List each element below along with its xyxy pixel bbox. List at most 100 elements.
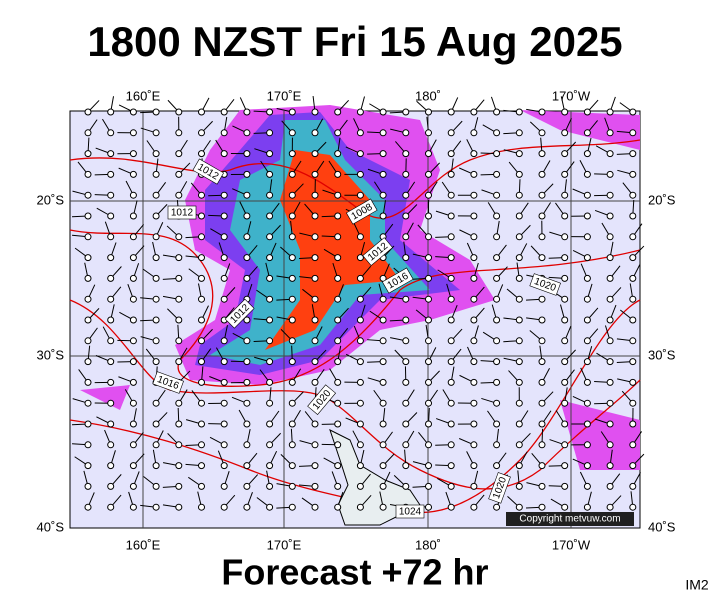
station [288, 358, 296, 366]
station [334, 108, 342, 116]
station [629, 441, 637, 449]
station [175, 170, 183, 178]
station [425, 274, 432, 282]
station [561, 295, 569, 303]
station [334, 274, 342, 282]
station [606, 420, 614, 428]
station [198, 462, 205, 470]
station [129, 482, 137, 490]
station [334, 295, 342, 303]
station [107, 420, 115, 428]
station [288, 482, 296, 490]
station [334, 337, 342, 345]
station [243, 462, 251, 470]
isobar-label-box [381, 267, 414, 294]
station [606, 233, 614, 241]
station [629, 212, 637, 220]
station [107, 482, 115, 490]
station [629, 420, 637, 428]
station [629, 503, 637, 511]
station [243, 420, 251, 428]
station [198, 295, 205, 303]
station [175, 150, 183, 158]
station [493, 358, 501, 366]
station [107, 462, 115, 470]
station [583, 482, 591, 490]
station [243, 503, 251, 511]
station [129, 399, 137, 407]
station [538, 399, 546, 407]
isobar-label-box [345, 198, 378, 225]
station [243, 108, 251, 116]
station [334, 462, 342, 470]
station [561, 337, 569, 345]
lat-label: 30˚S [648, 347, 676, 362]
station [220, 399, 228, 407]
station [220, 420, 228, 428]
station [220, 337, 228, 345]
station [152, 420, 160, 428]
station [583, 316, 591, 324]
station [84, 233, 92, 241]
station [198, 274, 205, 282]
station [583, 212, 591, 220]
station [561, 358, 569, 366]
station [243, 129, 251, 137]
station [266, 482, 274, 490]
station [266, 337, 274, 345]
station [425, 337, 432, 345]
station [447, 191, 455, 199]
station [84, 274, 92, 282]
station [447, 233, 455, 241]
station [425, 295, 432, 303]
station [493, 191, 501, 199]
station [129, 150, 137, 158]
station [84, 420, 92, 428]
station [288, 316, 296, 324]
station [84, 399, 92, 407]
station [470, 233, 478, 241]
station [606, 378, 614, 386]
station [266, 378, 274, 386]
station [402, 129, 410, 137]
station [311, 503, 319, 511]
station [288, 170, 296, 178]
station [402, 482, 410, 490]
station [379, 462, 387, 470]
station [470, 399, 478, 407]
station [152, 129, 160, 137]
station [84, 462, 92, 470]
station [629, 150, 637, 158]
station [334, 254, 342, 262]
station [515, 441, 523, 449]
station [356, 462, 364, 470]
station [447, 503, 455, 511]
station [561, 482, 569, 490]
station [447, 441, 455, 449]
station [288, 108, 296, 116]
station [515, 462, 523, 470]
station [288, 420, 296, 428]
station [470, 462, 478, 470]
station [629, 129, 637, 137]
station [447, 462, 455, 470]
station [288, 129, 296, 137]
station [334, 503, 342, 511]
station [470, 378, 478, 386]
station [447, 378, 455, 386]
station [538, 482, 546, 490]
station [288, 233, 296, 241]
station [175, 503, 183, 511]
station [107, 337, 115, 345]
station [538, 462, 546, 470]
station [606, 191, 614, 199]
station [266, 274, 274, 282]
station [379, 399, 387, 407]
station [425, 399, 432, 407]
station [107, 170, 115, 178]
station [538, 316, 546, 324]
station [470, 254, 478, 262]
station [129, 378, 137, 386]
